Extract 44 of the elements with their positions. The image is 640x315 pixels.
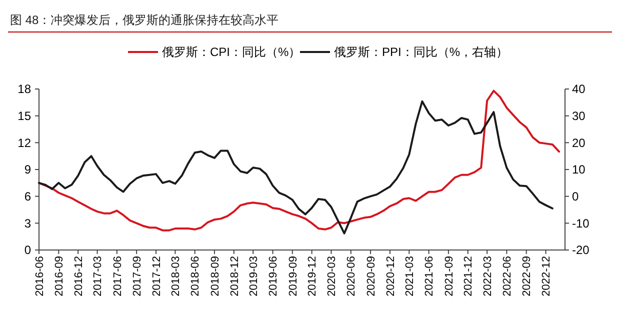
x-tick-label: 2019-12 <box>306 256 319 296</box>
x-tick-label: 2016-12 <box>72 256 85 296</box>
x-tick-label: 2019-06 <box>268 256 280 296</box>
x-tick-label: 2018-12 <box>228 256 241 296</box>
x-tick-label: 2017-06 <box>112 256 124 296</box>
x-tick-label: 2017-09 <box>131 256 144 296</box>
x-tick-label: 2017-12 <box>150 256 163 296</box>
x-tick-label: 2016-09 <box>53 256 66 296</box>
x-tick-label: 2021-12 <box>462 256 475 296</box>
x-tick-label: 2022-06 <box>502 256 514 296</box>
legend-label: 俄罗斯：PPI：同比（%，右轴） <box>334 45 508 60</box>
x-tick-label: 2021-09 <box>443 256 456 296</box>
x-tick-label: 2020-12 <box>384 256 397 296</box>
y-tick-label: 9 <box>24 162 32 177</box>
chart-title: 图 48：冲突爆发后，俄罗斯的通胀保持在较高水平 <box>10 13 279 27</box>
y2-tick-label: 20 <box>572 136 586 150</box>
y2-tick-label: 30 <box>572 109 586 124</box>
x-tick-label: 2020-09 <box>365 256 378 296</box>
y2-tick-label: -10 <box>572 216 590 230</box>
x-tick-label: 2017-03 <box>92 256 104 296</box>
y-tick-label: 12 <box>18 136 32 150</box>
y-tick-label: 0 <box>24 243 32 258</box>
x-tick-label: 2019-03 <box>248 256 260 296</box>
x-tick-label: 2021-03 <box>404 256 416 296</box>
x-tick-label: 2022-12 <box>540 256 553 296</box>
legend-label: 俄罗斯：CPI：同比（%） <box>162 45 301 60</box>
y2-tick-label: -20 <box>572 243 590 258</box>
y-tick-label: 6 <box>24 190 32 204</box>
y2-tick-label: 40 <box>572 82 586 96</box>
y-tick-label: 15 <box>18 109 32 124</box>
x-tick-label: 2016-06 <box>34 256 46 296</box>
x-tick-label: 2018-03 <box>170 256 182 296</box>
x-tick-label: 2022-03 <box>482 256 494 296</box>
x-tick-label: 2019-09 <box>287 256 300 296</box>
y2-tick-label: 10 <box>572 162 586 177</box>
y2-tick-label: 0 <box>572 190 579 204</box>
x-tick-label: 2021-06 <box>424 256 436 296</box>
x-tick-label: 2020-03 <box>326 256 338 296</box>
x-tick-label: 2018-06 <box>190 256 202 296</box>
x-tick-label: 2020-06 <box>346 256 358 296</box>
x-tick-label: 2022-09 <box>521 256 534 296</box>
y-tick-label: 18 <box>18 82 32 96</box>
y-tick-label: 3 <box>24 216 32 230</box>
x-tick-label: 2018-09 <box>209 256 222 296</box>
